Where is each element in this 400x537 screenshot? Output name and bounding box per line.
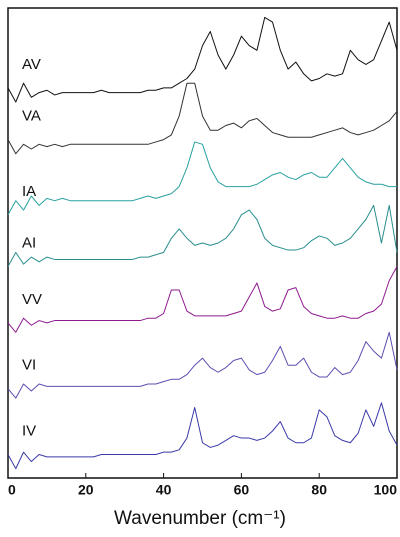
x-tick-label: 40 — [156, 482, 172, 498]
x-tick-label: 0 — [8, 482, 16, 498]
series-label: VV — [22, 291, 42, 308]
series-label: AV — [22, 56, 41, 73]
x-tick-label: 60 — [234, 482, 250, 498]
spectrum-line — [7, 402, 398, 470]
series-label: AI — [22, 234, 36, 251]
spectrum-line — [7, 266, 398, 333]
series-label: VI — [22, 357, 36, 374]
series-label: VA — [22, 108, 41, 125]
x-axis-title: Wavenumber (cm⁻¹) — [114, 508, 286, 529]
spectrum-line — [7, 141, 397, 216]
spectrum-line — [7, 16, 398, 103]
series-label: IV — [22, 422, 36, 439]
series-label: IA — [22, 183, 36, 200]
spectrum-line — [7, 82, 398, 155]
plot-frame — [7, 7, 398, 479]
x-tick-label: 80 — [311, 482, 327, 498]
spectrum-line — [7, 331, 398, 399]
spectrum-line — [7, 204, 398, 267]
x-tick-label: 100 — [374, 482, 398, 498]
x-tick-label: 20 — [78, 482, 94, 498]
